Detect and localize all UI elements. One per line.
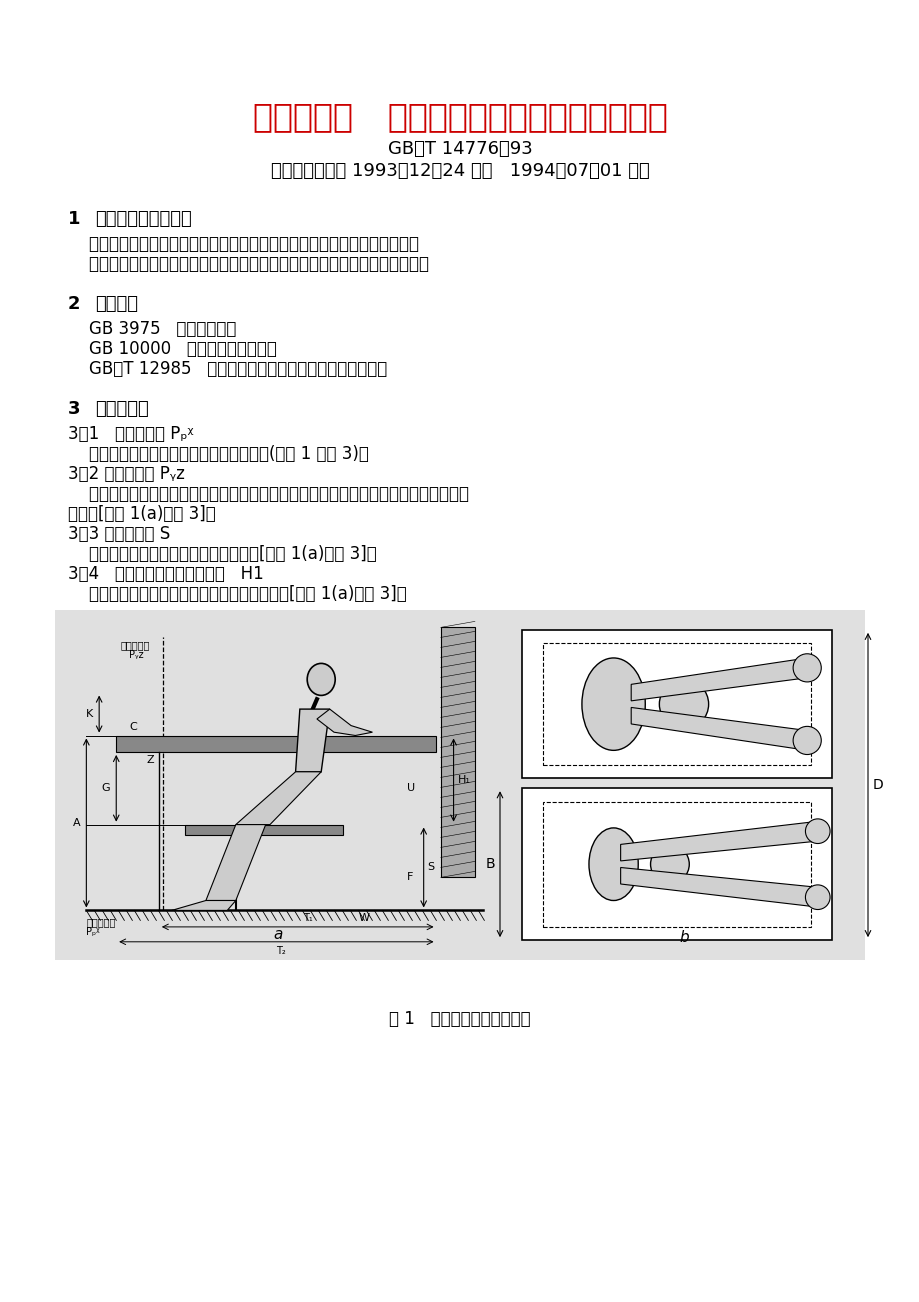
Bar [116,736,436,753]
Bar [521,630,831,779]
Text: 图 1   坐姿工作岗位尺寸图示: 图 1 坐姿工作岗位尺寸图示 [389,1010,530,1029]
Text: T₁: T₁ [302,913,312,923]
Text: b: b [678,930,688,945]
Text: a: a [274,927,283,943]
Text: 与人体冠状面平行，与水平基准面相垂直，并且通过工作岗位上限制人体向前的点所在: 与人体冠状面平行，与水平基准面相垂直，并且通过工作岗位上限制人体向前的点所在 [68,486,469,503]
Polygon shape [295,710,329,772]
Circle shape [659,680,708,729]
Bar [521,788,831,940]
Text: G: G [101,784,110,793]
Circle shape [792,727,821,755]
Text: GB／T 12985   在产品设计中应用人体尺寸百分位数通则: GB／T 12985 在产品设计中应用人体尺寸百分位数通则 [68,359,387,378]
Text: 的平面[见图 1(a)至图 3]。: 的平面[见图 1(a)至图 3]。 [68,505,216,523]
Polygon shape [620,822,817,861]
Text: 3．3 座位面高度 S: 3．3 座位面高度 S [68,525,170,543]
Ellipse shape [582,658,644,750]
Text: 国家技术监督局 1993－12－24 批准   1994－07－01 实施: 国家技术监督局 1993－12－24 批准 1994－07－01 实施 [270,161,649,180]
Text: W: W [358,913,369,923]
Bar [55,611,864,960]
Ellipse shape [588,828,638,901]
Text: K: K [85,710,93,719]
Text: H₁: H₁ [457,775,470,785]
Text: B: B [485,857,494,871]
Bar [185,824,342,835]
Text: 水平基准面: 水平基准面 [86,917,116,927]
Text: 本标准适用于以手工操作为主的坐姿、立姿和坐立姿势交替工作岗位的设计。: 本标准适用于以手工操作为主的坐姿、立姿和坐立姿势交替工作岗位的设计。 [68,255,428,273]
Text: C: C [130,723,137,733]
Text: 3．2 垂直基准面 Pᵧᴢ: 3．2 垂直基准面 Pᵧᴢ [68,465,185,483]
Text: 1: 1 [68,210,81,228]
Polygon shape [316,710,372,736]
Ellipse shape [307,664,335,695]
Bar [440,626,474,878]
Polygon shape [235,772,321,824]
Text: 3: 3 [68,400,81,418]
Circle shape [792,654,821,682]
Text: 在工作岗位，人站立的或座椅放置的平面(见图 1 至图 3)。: 在工作岗位，人站立的或座椅放置的平面(见图 1 至图 3)。 [68,445,369,464]
Text: GB 3975   人体测量术语: GB 3975 人体测量术语 [68,320,236,339]
Text: Z: Z [146,755,154,766]
Text: 2: 2 [68,296,81,312]
Text: 3．1   水平基准面 Pₚᵡ: 3．1 水平基准面 Pₚᵡ [68,424,193,443]
Bar [542,643,810,766]
Circle shape [650,845,688,884]
Polygon shape [206,824,266,901]
Text: Pₚᵡ: Pₚᵡ [86,927,100,937]
Circle shape [804,885,829,910]
Polygon shape [172,901,235,910]
Text: 术语和符号: 术语和符号 [95,400,149,418]
Text: 本标准规定了在生产区域内工作岗位尺寸的人类工效学设计原则及其数值。: 本标准规定了在生产区域内工作岗位尺寸的人类工效学设计原则及其数值。 [68,234,418,253]
Bar [542,802,810,927]
Polygon shape [630,658,806,700]
Text: GB／T 14776－93: GB／T 14776－93 [387,141,532,158]
Polygon shape [620,867,817,907]
Text: U: U [406,784,414,793]
Text: 垂直基准面: 垂直基准面 [120,639,150,650]
Text: A: A [73,818,80,828]
Text: 引用标准: 引用标准 [95,296,138,312]
Text: GB 10000   中国成年人人体尺寸: GB 10000 中国成年人人体尺寸 [68,340,277,358]
Text: 人类工效学   工作岗位尺寸设计原则及其数值: 人类工效学 工作岗位尺寸设计原则及其数值 [253,100,666,133]
Text: S: S [427,862,435,872]
Circle shape [804,819,829,844]
Text: 3．4   坐姿工作岗位的相对高度   H1: 3．4 坐姿工作岗位的相对高度 H1 [68,565,264,583]
Text: D: D [872,779,883,792]
Text: 主题内容与适用范围: 主题内容与适用范围 [95,210,191,228]
Text: 坐姿时手操作平面与座位设计平面之间的距离[见图 1(a)和图 3]。: 坐姿时手操作平面与座位设计平面之间的距离[见图 1(a)和图 3]。 [68,585,406,603]
Text: T₂: T₂ [277,945,286,956]
Text: F: F [406,872,413,883]
Text: 座位设计平面与水平基准面之间的距离[见图 1(a)和图 3]。: 座位设计平面与水平基准面之间的距离[见图 1(a)和图 3]。 [68,546,377,562]
Text: Pᵧᴢ: Pᵧᴢ [129,650,143,660]
Polygon shape [630,707,806,750]
